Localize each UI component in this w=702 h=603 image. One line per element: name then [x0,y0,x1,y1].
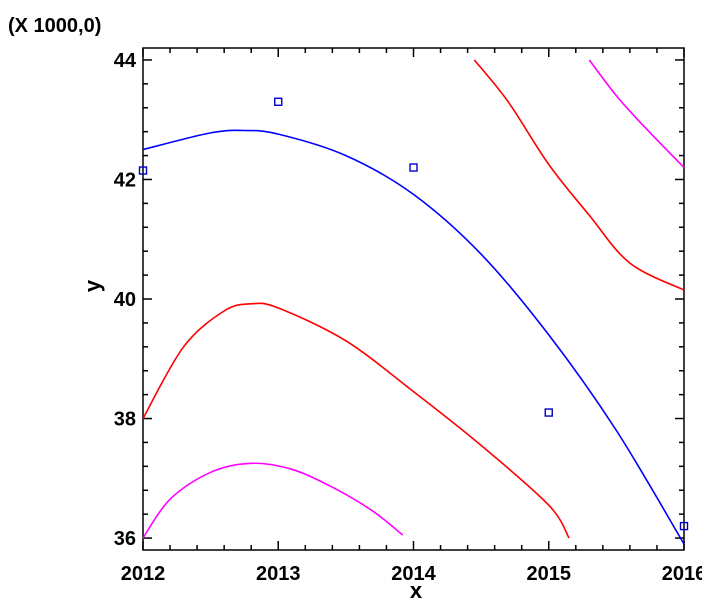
upper-confidence-line [473,59,685,291]
y-tick-label: 36 [114,528,136,550]
x-tick-label: 2016 [662,563,702,585]
y-axis-title: y [80,279,105,292]
x-tick-label: 2015 [527,563,572,585]
y-tick-labels: 36 38 40 42 44 [114,50,137,550]
x-tick-label: 2014 [391,563,436,585]
lower-prediction-line [142,462,404,539]
y-tick-label: 38 [114,409,136,431]
y-multiplier-label: (X 1000,0) [8,15,101,37]
fitted-line [142,129,685,545]
x-tick-label: 2013 [256,563,301,585]
axis-ticks [142,48,685,550]
data-point [409,163,418,172]
y-tick-label: 44 [114,50,137,72]
data-point [138,166,148,175]
plot-frame [142,47,685,551]
x-axis-title: x [410,578,423,603]
series-layer [142,59,685,545]
x-tick-labels: 2012 2013 2014 2015 2016 [121,563,702,585]
y-tick-label: 40 [114,289,136,311]
upper-prediction-line [588,59,685,169]
lower-confidence-line [142,302,570,539]
data-points [138,97,689,531]
y-tick-label: 42 [114,169,136,191]
data-point [274,97,283,106]
x-tick-label: 2012 [121,563,166,585]
data-point [544,408,553,417]
data-point [679,521,689,531]
